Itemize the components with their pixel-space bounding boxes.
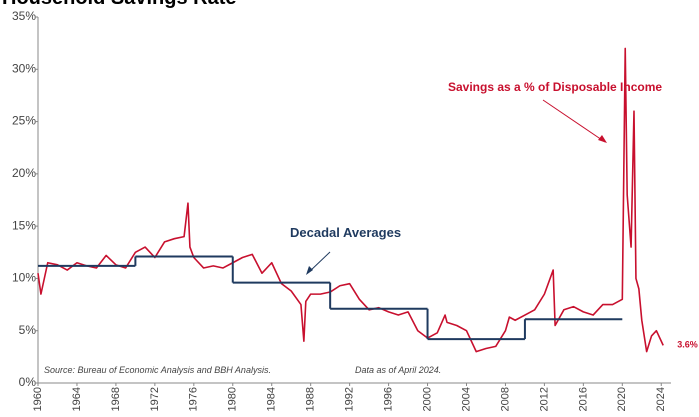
x-tick-label: 1984 <box>266 387 278 411</box>
y-tick-label: 30% <box>12 61 36 75</box>
x-tick-label: 1964 <box>71 387 83 411</box>
y-tick-label: 20% <box>12 166 36 180</box>
series-label: Decadal Averages <box>290 225 401 240</box>
x-tick-label: 1976 <box>188 387 200 411</box>
x-tick-label: 2000 <box>421 387 433 411</box>
x-tick-label: 1980 <box>227 387 239 411</box>
source-note: Source: Bureau of Economic Analysis and … <box>44 365 271 375</box>
x-tick-label: 1972 <box>149 387 161 411</box>
x-tick-label: 1988 <box>305 387 317 411</box>
arrow-head <box>598 135 607 143</box>
y-tick-label: 10% <box>12 271 36 285</box>
x-tick-label: 2004 <box>460 387 472 411</box>
x-tick-label: 2008 <box>499 387 511 411</box>
date-note: Data as of April 2024. <box>355 365 441 375</box>
x-tick-label: 1960 <box>32 387 44 411</box>
y-tick-label: 25% <box>12 114 36 128</box>
x-tick-label: 2012 <box>538 387 550 411</box>
y-tick-label: 0% <box>19 375 37 389</box>
x-tick-label: 1996 <box>382 387 394 411</box>
series-label: Savings as a % of Disposable Income <box>448 80 662 94</box>
arrow-head <box>306 266 313 275</box>
y-tick-label: 35% <box>12 9 36 23</box>
arrow <box>542 99 606 143</box>
x-tick-label: 2020 <box>616 387 628 411</box>
arrow <box>308 251 331 273</box>
x-tick-label: 1992 <box>344 387 356 411</box>
y-tick-label: 15% <box>12 218 36 232</box>
end-label: 3.6% <box>677 340 698 350</box>
x-tick-label: 2024 <box>655 387 667 411</box>
chart-title: Household Savings Rate <box>2 0 237 9</box>
x-tick-label: 1968 <box>110 387 122 411</box>
y-tick-label: 5% <box>19 323 37 337</box>
x-tick-label: 2016 <box>577 387 589 411</box>
